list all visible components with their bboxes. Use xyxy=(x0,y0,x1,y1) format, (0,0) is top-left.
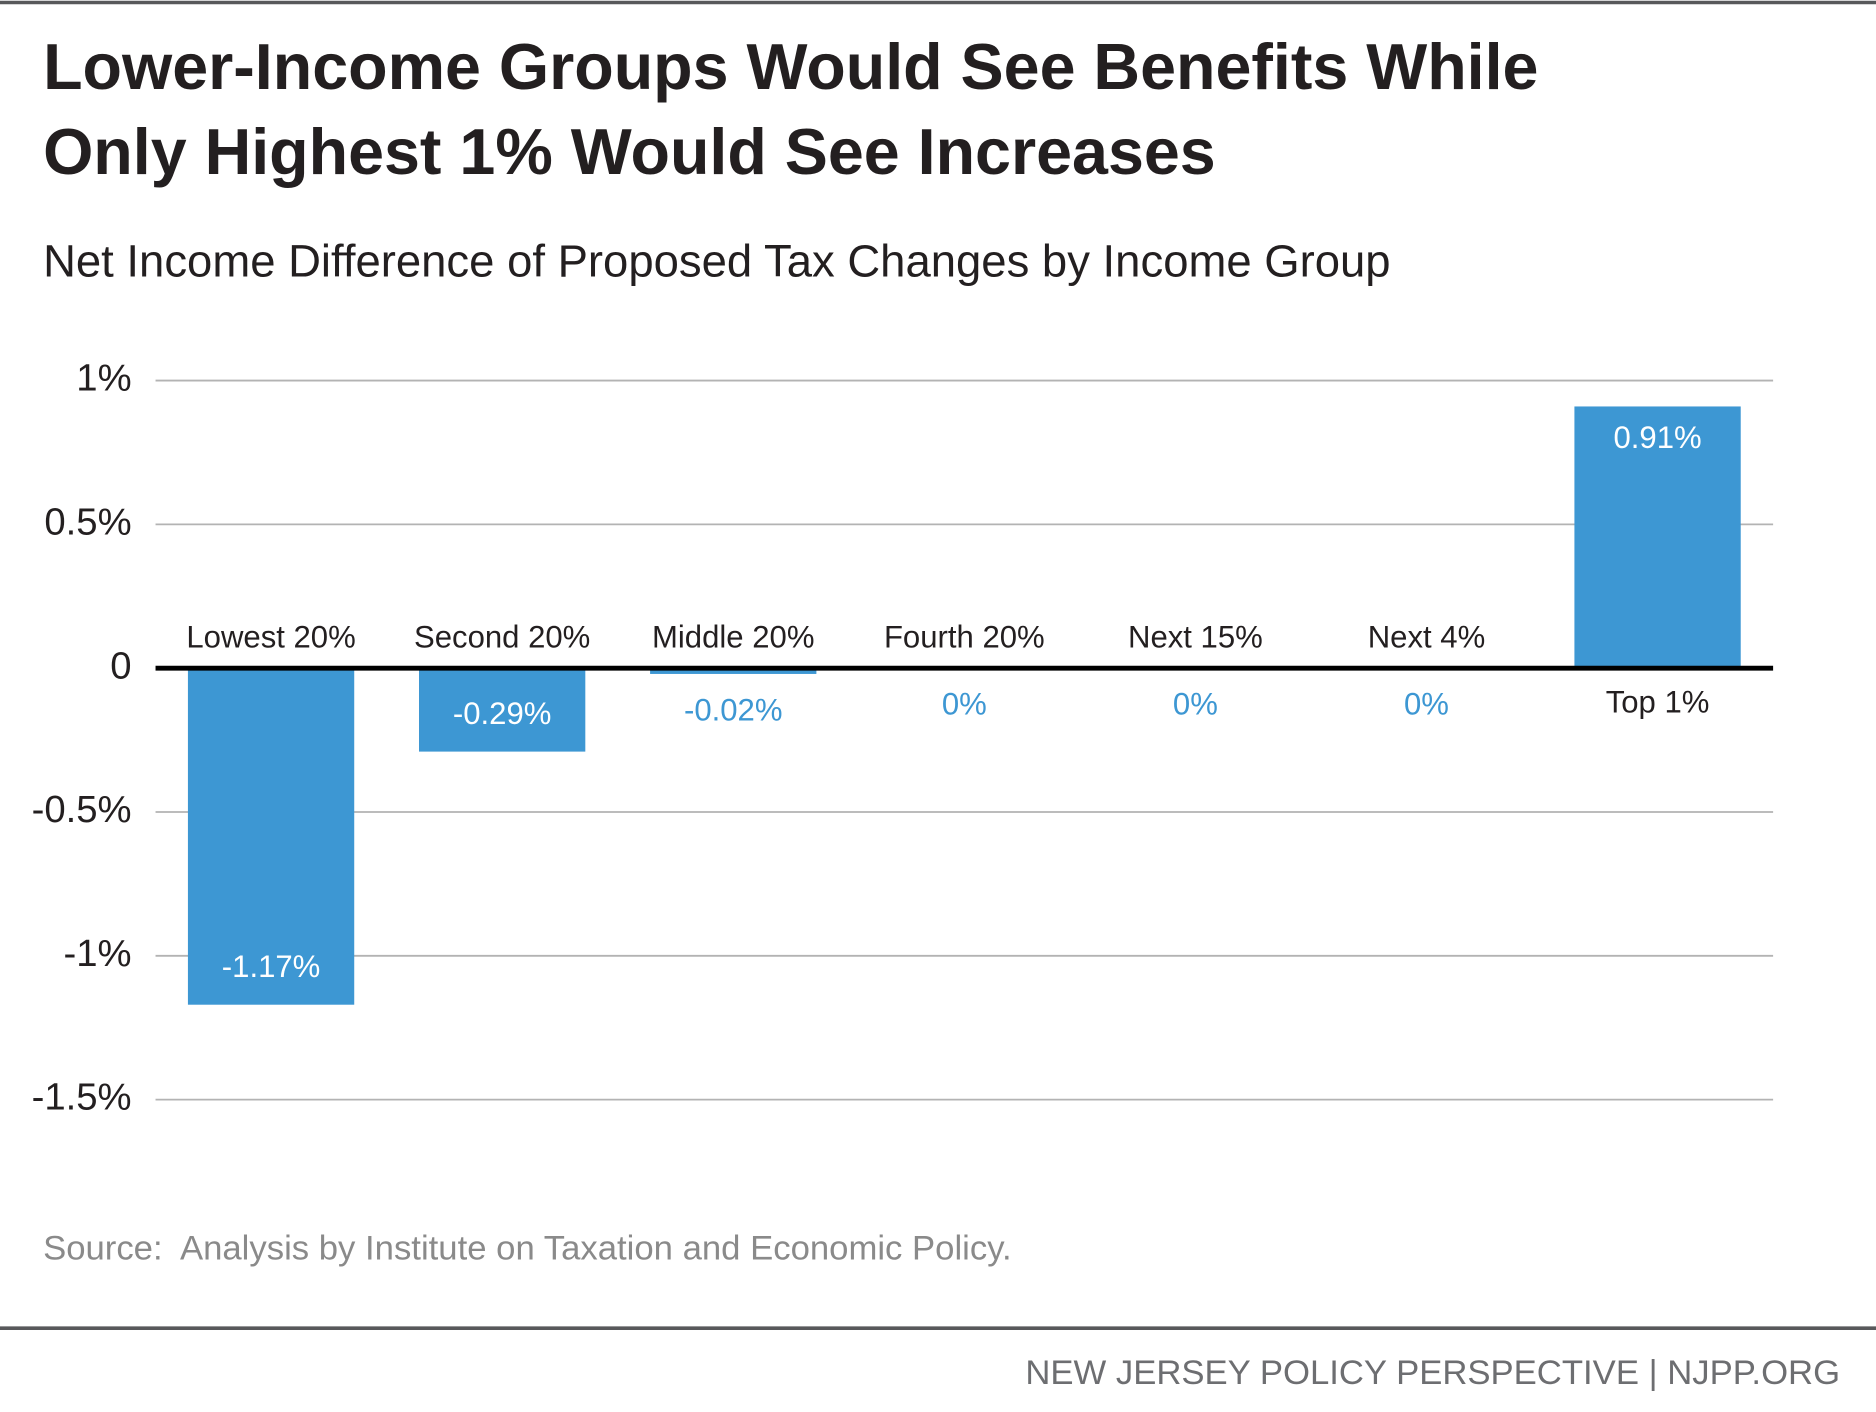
source-note: Source: Analysis by Institute on Taxatio… xyxy=(43,1230,1012,1268)
y-tick-label: -1.5% xyxy=(32,1076,132,1119)
x-tick-label: Middle 20% xyxy=(652,620,814,655)
y-tick-label: -1% xyxy=(64,932,132,975)
x-tick-label: Next 15% xyxy=(1128,620,1263,655)
y-tick-label: 0.5% xyxy=(44,500,131,543)
chart-subtitle: Net Income Difference of Proposed Tax Ch… xyxy=(43,236,1391,287)
y-tick-label: 1% xyxy=(76,357,131,400)
value-label: 0.91% xyxy=(1613,420,1701,455)
x-tick-label: Next 4% xyxy=(1368,620,1486,655)
value-label: 0% xyxy=(1173,687,1218,722)
bar xyxy=(650,668,817,674)
x-tick-label: Second 20% xyxy=(414,620,590,655)
x-tick-label: Fourth 20% xyxy=(884,620,1045,655)
bar xyxy=(187,668,355,1005)
y-tick-label: 0 xyxy=(110,644,131,687)
value-label: -1.17% xyxy=(222,949,321,984)
x-tick-label: Lowest 20% xyxy=(186,620,355,655)
footer: NEW JERSEY POLICY PERSPECTIVE | NJPP.ORG xyxy=(1025,1354,1840,1392)
bar xyxy=(1574,406,1741,669)
y-tick-label: -0.5% xyxy=(32,788,132,831)
value-label: -0.02% xyxy=(684,692,783,727)
value-label: 0% xyxy=(942,687,987,722)
bar xyxy=(419,668,586,752)
chart-title: Lower-Income Groups Would See Benefits W… xyxy=(43,31,1538,103)
value-label: -0.29% xyxy=(453,696,552,731)
value-label: 0% xyxy=(1404,687,1449,722)
x-tick-label: Top 1% xyxy=(1606,684,1710,719)
chart-title: Only Highest 1% Would See Increases xyxy=(43,116,1216,188)
